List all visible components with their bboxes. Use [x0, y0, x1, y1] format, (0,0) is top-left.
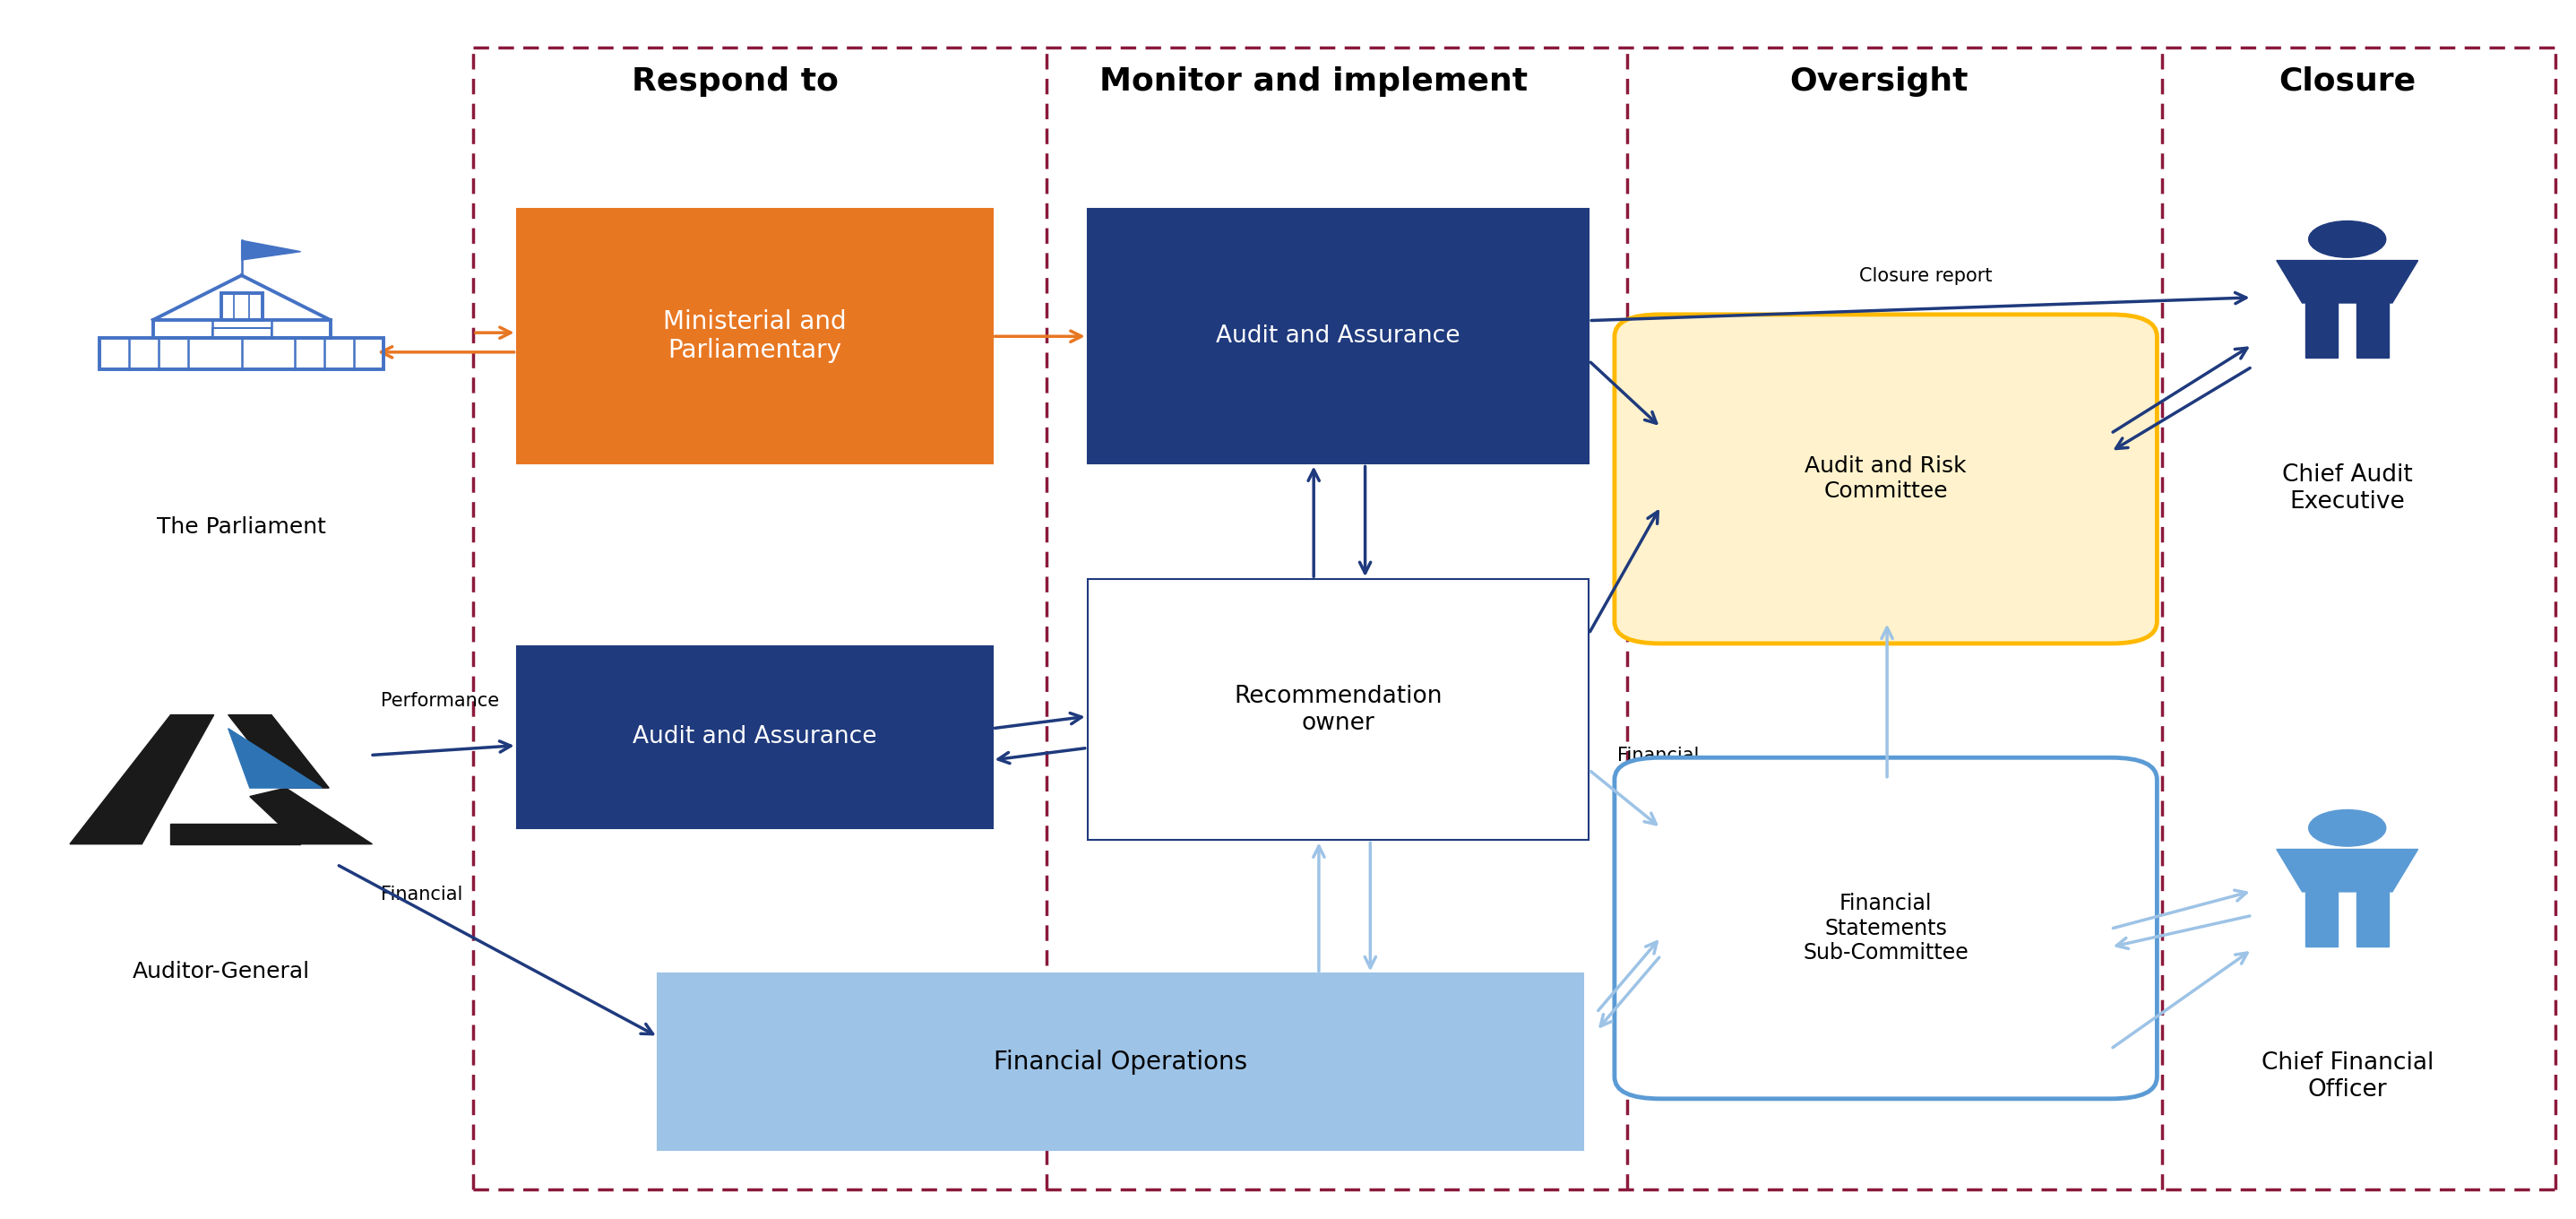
Text: Financial: Financial [1618, 746, 1700, 764]
Text: Financial: Financial [381, 886, 464, 903]
Text: Ministerial and
Parliamentary: Ministerial and Parliamentary [662, 310, 845, 363]
Polygon shape [2357, 892, 2388, 946]
FancyBboxPatch shape [1087, 208, 1589, 463]
FancyBboxPatch shape [1087, 579, 1589, 840]
Text: Chief Audit
Executive: Chief Audit Executive [2282, 463, 2414, 513]
Bar [222, 294, 263, 321]
Bar [152, 321, 330, 338]
Polygon shape [2357, 304, 2388, 357]
Text: Audit and Assurance: Audit and Assurance [634, 725, 876, 748]
FancyBboxPatch shape [518, 646, 992, 828]
Text: Closure report: Closure report [1860, 267, 1991, 284]
Polygon shape [229, 714, 330, 787]
Text: Monitor and implement: Monitor and implement [1100, 66, 1528, 96]
Polygon shape [2306, 304, 2336, 357]
Text: Financial Operations: Financial Operations [994, 1050, 1247, 1074]
Text: (a): (a) [1618, 607, 1643, 624]
Text: Recommendation
owner: Recommendation owner [1234, 685, 1443, 735]
FancyBboxPatch shape [1615, 315, 2156, 644]
Bar [211, 328, 270, 338]
Polygon shape [2277, 850, 2419, 892]
Circle shape [2308, 221, 2385, 257]
Text: Closure: Closure [2280, 66, 2416, 96]
Polygon shape [2277, 261, 2419, 304]
Text: Chief Financial
Officer: Chief Financial Officer [2262, 1052, 2434, 1102]
Text: Oversight: Oversight [1790, 66, 1968, 96]
Polygon shape [242, 240, 301, 260]
Polygon shape [229, 729, 322, 787]
Text: Performance: Performance [381, 691, 500, 709]
Text: Audit and Risk
Committee: Audit and Risk Committee [1806, 456, 1965, 502]
Polygon shape [250, 787, 371, 844]
Text: Auditor-General: Auditor-General [131, 961, 309, 983]
FancyBboxPatch shape [518, 208, 992, 463]
Text: Respond to: Respond to [631, 66, 840, 96]
Bar [100, 338, 384, 369]
Text: Financial
Statements
Sub-Committee: Financial Statements Sub-Committee [1803, 892, 1968, 964]
Polygon shape [170, 824, 301, 844]
Text: Audit and Assurance: Audit and Assurance [1216, 324, 1461, 347]
Circle shape [2308, 809, 2385, 846]
FancyBboxPatch shape [1615, 758, 2156, 1098]
FancyBboxPatch shape [657, 974, 1584, 1150]
Text: Closure report: Closure report [1860, 895, 1991, 912]
Polygon shape [2306, 892, 2336, 946]
Polygon shape [70, 714, 214, 844]
Text: The Parliament: The Parliament [157, 516, 327, 538]
